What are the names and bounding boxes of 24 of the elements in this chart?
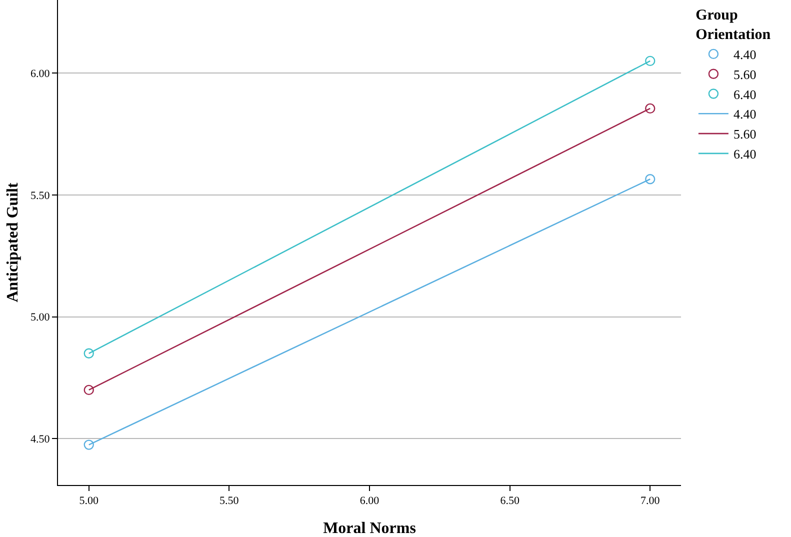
- y-tick-label: 5.00: [30, 312, 50, 324]
- legend-label: 6.40: [733, 86, 756, 102]
- point: [645, 103, 656, 114]
- legend-label: 6.40: [733, 146, 756, 162]
- x-axis-title: Moral Norms: [323, 520, 416, 537]
- legend-title: Group Orientation: [696, 8, 772, 43]
- x-tick-label: 7.00: [640, 495, 660, 508]
- point: [84, 384, 94, 396]
- y-tick-label: 5.50: [30, 190, 50, 202]
- y-axis-title: Anticipated Guilt: [4, 182, 22, 302]
- legend-label: 4.40: [733, 106, 756, 122]
- legend-label: 4.40: [733, 47, 756, 62]
- x-tick-label: 6.00: [360, 495, 380, 508]
- y-tick-label: 4.50: [30, 434, 50, 446]
- legend-label: 5.60: [733, 126, 756, 142]
- point: [645, 174, 656, 184]
- x-tick-label: 6.50: [500, 495, 520, 508]
- y-tick-label: 6.00: [30, 68, 50, 80]
- point: [645, 56, 656, 66]
- point: [84, 348, 94, 358]
- x-tick-label: 5.50: [220, 495, 240, 508]
- point: [84, 440, 94, 450]
- legend-label: 5.60: [733, 66, 756, 82]
- x-tick-label: 5.00: [79, 495, 99, 508]
